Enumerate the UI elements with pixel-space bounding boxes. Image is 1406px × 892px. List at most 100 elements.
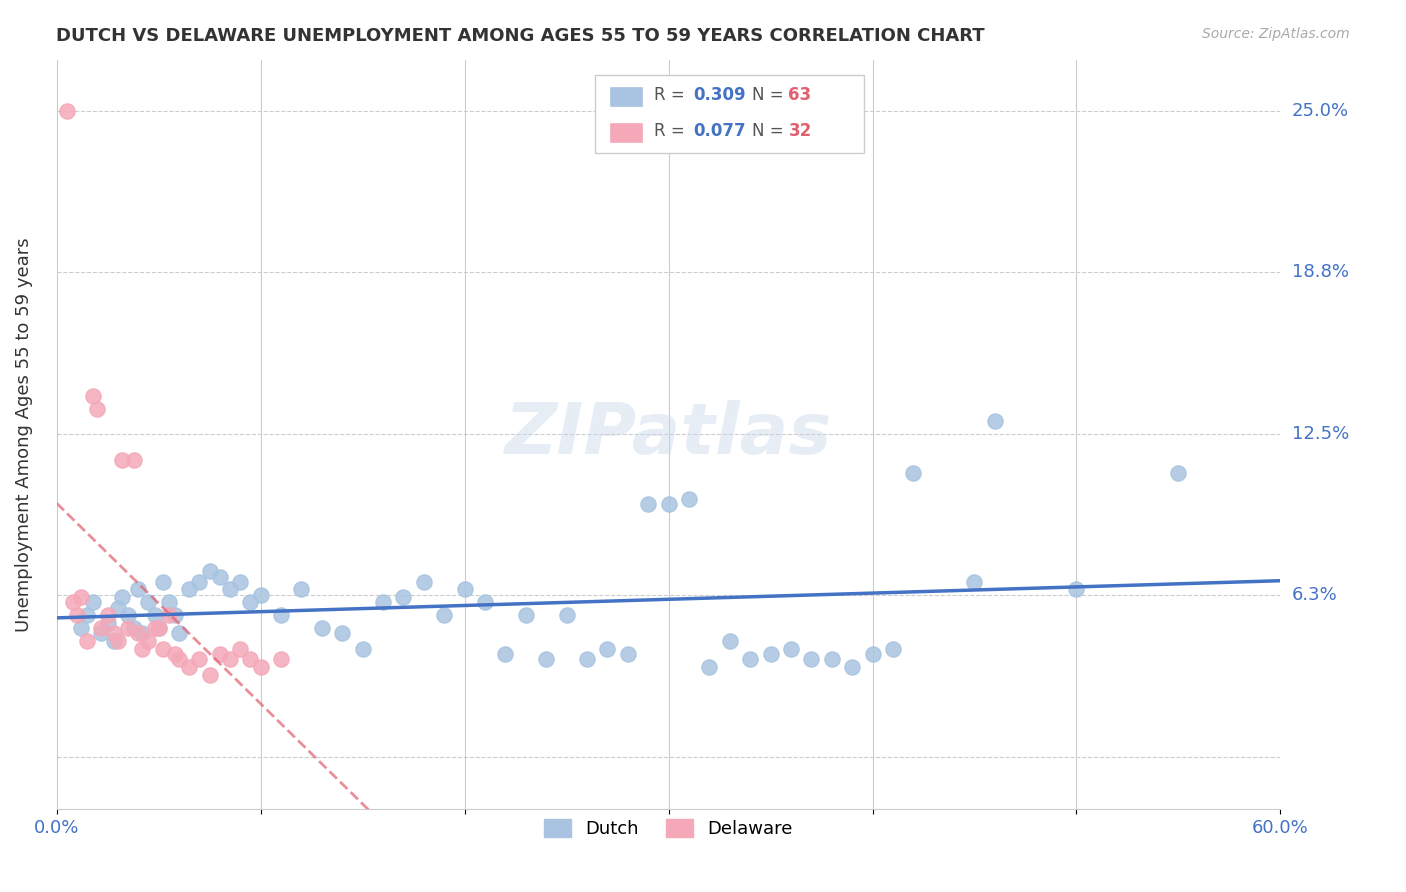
Point (371, 595, 394, 609)
Point (412, 574, 434, 589)
Point (208, 569, 231, 583)
Point (229, 641, 252, 656)
Text: 63: 63 (789, 86, 811, 103)
Text: 32: 32 (789, 122, 811, 140)
Point (198, 667, 221, 681)
Point (1066, 582, 1088, 597)
Point (66, 608, 89, 623)
Text: R =: R = (654, 86, 690, 103)
Point (138, 634, 160, 648)
Point (290, 582, 312, 597)
Point (122, 621, 145, 635)
Point (800, 652, 823, 666)
Point (148, 621, 170, 635)
Text: 25.0%: 25.0% (1292, 103, 1348, 120)
Point (821, 652, 844, 666)
Point (131, 626, 153, 640)
Point (143, 621, 166, 635)
Point (127, 626, 149, 640)
Text: 6.3%: 6.3% (1292, 586, 1337, 604)
Point (76, 634, 98, 648)
Point (152, 574, 174, 589)
Text: N =: N = (752, 86, 789, 103)
Point (219, 582, 242, 597)
Point (229, 574, 252, 589)
Point (111, 591, 134, 605)
Text: 0.309: 0.309 (693, 86, 745, 103)
Point (330, 626, 353, 640)
Point (97, 615, 120, 630)
Point (138, 595, 160, 609)
Point (163, 608, 186, 623)
Point (718, 634, 741, 648)
Point (86, 401, 108, 416)
Y-axis label: Unemployment Among Ages 55 to 59 years: Unemployment Among Ages 55 to 59 years (15, 237, 32, 632)
Point (107, 634, 129, 648)
Point (555, 608, 578, 623)
Point (198, 565, 221, 579)
Point (1167, 466, 1189, 480)
FancyBboxPatch shape (610, 87, 641, 106)
Point (131, 641, 153, 656)
Point (270, 608, 292, 623)
Point (97, 608, 120, 623)
Point (90, 621, 112, 635)
Point (311, 621, 333, 635)
Point (70, 621, 93, 635)
Text: 0.077: 0.077 (693, 122, 745, 140)
Point (392, 591, 415, 605)
Point (352, 641, 374, 656)
Text: 18.8%: 18.8% (1292, 262, 1348, 281)
Point (103, 626, 125, 640)
Point (678, 491, 700, 506)
Point (117, 608, 139, 623)
Point (56, 104, 79, 119)
Point (780, 641, 803, 656)
FancyBboxPatch shape (610, 122, 641, 142)
Text: 12.5%: 12.5% (1292, 425, 1348, 443)
Point (107, 600, 129, 615)
Point (575, 652, 598, 666)
Point (167, 626, 190, 640)
Point (208, 647, 231, 661)
Point (453, 582, 475, 597)
Point (111, 453, 134, 467)
Point (122, 453, 145, 467)
Point (167, 652, 190, 666)
Point (699, 660, 721, 674)
Point (148, 621, 170, 635)
Point (70, 591, 93, 605)
Legend: Dutch, Delaware: Dutch, Delaware (537, 812, 800, 845)
Text: DUTCH VS DELAWARE UNEMPLOYMENT AMONG AGES 55 TO 59 YEARS CORRELATION CHART: DUTCH VS DELAWARE UNEMPLOYMENT AMONG AGE… (56, 27, 984, 45)
Text: ZIPatlas: ZIPatlas (505, 400, 832, 469)
Point (152, 641, 174, 656)
Point (76, 608, 98, 623)
Point (963, 574, 986, 589)
Point (534, 652, 557, 666)
Point (740, 652, 762, 666)
Point (239, 652, 262, 666)
Point (179, 660, 201, 674)
Point (188, 574, 211, 589)
Text: Source: ZipAtlas.com: Source: ZipAtlas.com (1202, 27, 1350, 41)
Point (127, 582, 149, 597)
Point (103, 634, 125, 648)
Text: R =: R = (654, 122, 690, 140)
Point (143, 608, 166, 623)
Point (596, 641, 619, 656)
Text: N =: N = (752, 122, 789, 140)
Point (179, 582, 201, 597)
Point (117, 621, 139, 635)
Point (474, 595, 496, 609)
Point (494, 647, 516, 661)
Point (219, 652, 242, 666)
Point (657, 497, 679, 511)
Point (82, 388, 104, 402)
Point (62, 595, 84, 609)
Point (188, 652, 211, 666)
Point (270, 652, 292, 666)
Point (82, 595, 104, 609)
Point (90, 626, 112, 640)
Point (515, 608, 537, 623)
Point (163, 647, 186, 661)
